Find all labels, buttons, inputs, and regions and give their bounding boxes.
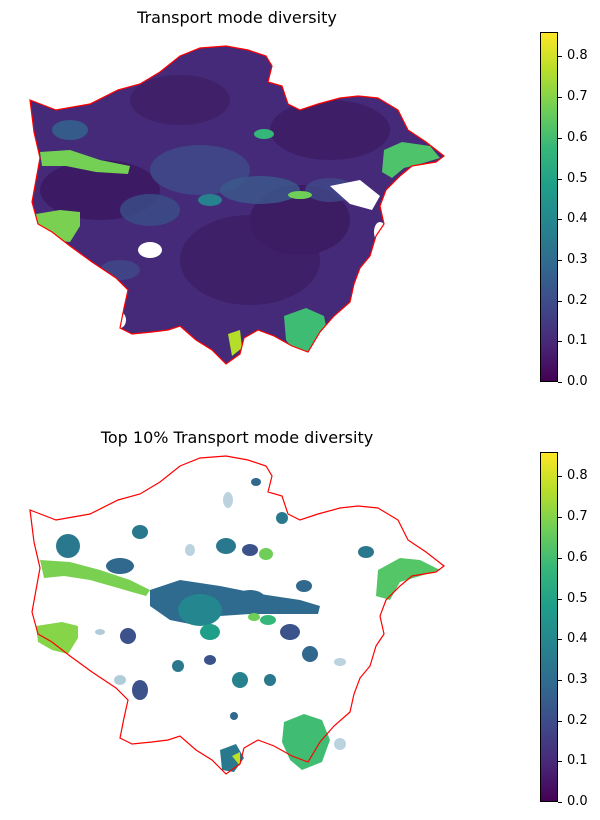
london-boundary bbox=[29, 455, 445, 775]
diversity-map bbox=[29, 45, 445, 365]
top10-map bbox=[29, 455, 445, 775]
colorbar bbox=[540, 32, 558, 382]
colorbar-ticks: 0.0 0.1 0.2 0.3 0.4 0.5 0.6 0.7 0.8 bbox=[558, 32, 600, 389]
full-diversity-panel: Transport mode diversity bbox=[29, 8, 600, 389]
london-boundary bbox=[29, 45, 445, 365]
colorbar bbox=[540, 452, 558, 802]
map-title: Transport mode diversity bbox=[137, 8, 337, 27]
diversity-fill bbox=[30, 46, 444, 364]
top10-clusters bbox=[36, 478, 440, 772]
gaps bbox=[114, 180, 386, 328]
top10-diversity-panel: Top 10% Transport mode diversity bbox=[0, 410, 600, 820]
colorbar-ticks: 0.0 0.1 0.2 0.3 0.4 0.5 0.6 0.7 0.8 bbox=[558, 452, 600, 809]
map-title: Top 10% Transport mode diversity bbox=[100, 428, 374, 447]
